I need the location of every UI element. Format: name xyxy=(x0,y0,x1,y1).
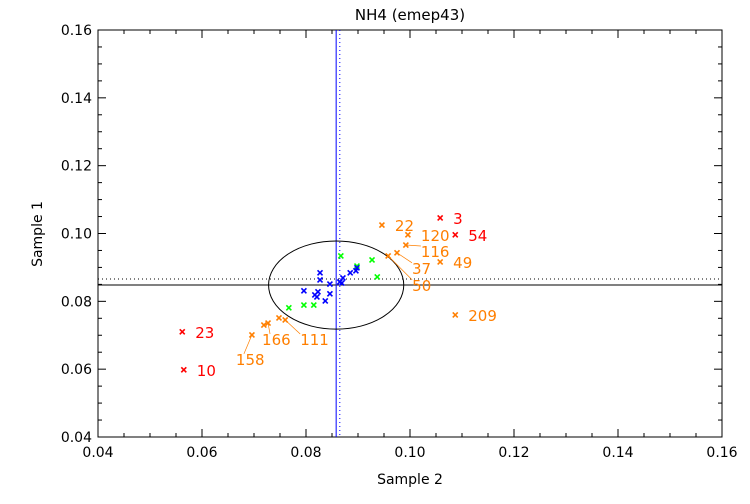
data-point xyxy=(374,273,381,280)
x-marker xyxy=(275,314,283,322)
point-label: 3 xyxy=(453,210,463,228)
label-leader-line xyxy=(267,322,271,335)
x-tick-label: 0.04 xyxy=(82,445,113,461)
point-label: 23 xyxy=(195,324,214,342)
data-point xyxy=(404,231,411,238)
x-tick-label: 0.14 xyxy=(602,445,633,461)
x-tick-label: 0.10 xyxy=(394,445,425,461)
x-marker xyxy=(322,297,329,305)
data-point xyxy=(452,311,459,318)
data-point xyxy=(353,262,361,270)
x-axis-label: Sample 2 xyxy=(377,472,443,488)
data-point xyxy=(339,274,346,281)
data-point xyxy=(337,252,344,259)
data-point xyxy=(378,221,385,229)
point-label: 158 xyxy=(236,351,265,369)
y-tick-label: 0.12 xyxy=(61,159,92,175)
x-marker xyxy=(353,262,361,270)
label-leader-line xyxy=(243,334,253,355)
x-tick-label: 0.16 xyxy=(706,445,737,461)
y-tick-label: 0.06 xyxy=(61,362,92,378)
x-marker xyxy=(347,269,354,276)
data-point xyxy=(326,280,333,288)
x-marker xyxy=(326,290,333,297)
x-tick-label: 0.06 xyxy=(186,445,217,461)
y-tick-label: 0.16 xyxy=(61,23,92,39)
data-point xyxy=(353,264,361,271)
point-label: 120 xyxy=(421,227,450,245)
data-point xyxy=(260,322,267,329)
y-tick-label: 0.04 xyxy=(61,430,92,446)
x-marker xyxy=(300,301,307,309)
data-point xyxy=(316,269,324,276)
point-label: 49 xyxy=(453,254,472,272)
data-point xyxy=(347,269,354,276)
x-marker xyxy=(285,304,292,311)
label-leader-line xyxy=(284,319,301,335)
data-point xyxy=(338,279,345,287)
data-point xyxy=(437,258,444,266)
data-point xyxy=(314,288,322,295)
x-marker xyxy=(310,301,317,309)
data-point xyxy=(180,366,187,373)
data-point xyxy=(368,256,376,264)
data-point xyxy=(452,231,459,238)
point-label: 209 xyxy=(468,307,497,325)
x-marker xyxy=(338,279,345,287)
point-label: 54 xyxy=(468,227,487,245)
data-point xyxy=(275,314,283,322)
x-marker xyxy=(337,252,344,259)
data-point xyxy=(322,297,329,305)
point-label: 166 xyxy=(262,331,291,349)
x-marker xyxy=(260,322,267,329)
x-marker xyxy=(452,311,459,318)
label-leader-line xyxy=(396,252,413,264)
x-marker xyxy=(378,221,385,229)
x-marker xyxy=(313,293,320,300)
data-point xyxy=(316,276,324,284)
x-marker xyxy=(314,288,322,295)
x-marker xyxy=(368,256,376,264)
data-point xyxy=(300,301,307,309)
point-label: 116 xyxy=(421,243,450,261)
y-tick-label: 0.14 xyxy=(61,91,92,107)
data-point xyxy=(437,214,444,221)
x-marker xyxy=(339,274,346,281)
x-marker xyxy=(437,258,444,266)
y-tick-label: 0.08 xyxy=(61,294,92,310)
data-point xyxy=(313,293,320,300)
x-tick-label: 0.12 xyxy=(498,445,529,461)
x-marker xyxy=(326,280,333,288)
data-point xyxy=(300,287,307,294)
x-tick-label: 0.08 xyxy=(290,445,321,461)
data-point xyxy=(326,290,333,297)
x-marker xyxy=(404,231,411,238)
y-axis-label: Sample 1 xyxy=(30,201,46,267)
x-marker xyxy=(316,276,324,284)
x-marker xyxy=(437,214,444,221)
point-label: 22 xyxy=(395,217,414,235)
data-point xyxy=(285,304,292,311)
data-point xyxy=(179,328,186,335)
x-marker xyxy=(353,264,361,271)
chart-title: NH4 (emep43) xyxy=(355,6,465,24)
x-marker xyxy=(452,231,459,238)
label-leader-line xyxy=(387,255,413,281)
x-marker xyxy=(374,273,381,280)
x-marker xyxy=(300,287,307,294)
point-label: 111 xyxy=(300,331,329,349)
data-point xyxy=(310,301,317,309)
point-label: 10 xyxy=(197,362,216,380)
x-marker xyxy=(180,366,187,373)
point-label: 50 xyxy=(412,277,431,295)
point-label: 37 xyxy=(412,260,431,278)
label-leader-line xyxy=(405,244,421,247)
y-tick-label: 0.10 xyxy=(61,227,92,243)
confidence-ellipse xyxy=(268,240,405,330)
x-marker xyxy=(179,328,186,335)
x-marker xyxy=(316,269,324,276)
